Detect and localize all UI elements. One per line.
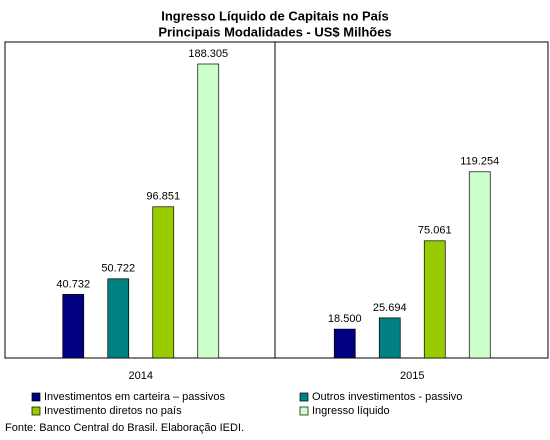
legend-label: Investimentos em carteira – passivos: [44, 391, 225, 403]
value-label: 25.694: [373, 302, 407, 314]
bar: [62, 294, 85, 359]
legend-swatch: [31, 406, 41, 416]
bar: [197, 63, 220, 359]
source-note: Fonte: Banco Central do Brasil. Elaboraç…: [5, 422, 244, 434]
bar: [333, 328, 356, 359]
value-label: 119.254: [460, 156, 499, 168]
value-label: 96.851: [146, 191, 180, 203]
legend-swatch: [31, 392, 41, 402]
value-label: 40.732: [56, 278, 90, 290]
chart-subtitle: Principais Modalidades - US$ Milhões: [158, 24, 391, 39]
x-tick-label: 2014: [129, 370, 153, 382]
plot-area: [4, 41, 549, 359]
legend-label: Investimento diretos no país: [44, 405, 182, 417]
value-label: 188.305: [188, 48, 228, 60]
bar: [423, 240, 446, 359]
bar: [107, 278, 130, 359]
value-label: 75.061: [418, 225, 452, 237]
chart-title: Ingresso Líquido de Capitais no País: [161, 8, 389, 23]
legend-swatch: [299, 392, 309, 402]
legend-label: Ingresso líquido: [312, 405, 390, 417]
bar: [378, 317, 401, 359]
bar: [152, 206, 175, 359]
value-label: 18.500: [328, 313, 362, 325]
x-tick-label: 2015: [400, 370, 424, 382]
legend-swatch: [299, 406, 309, 416]
value-label: 50.722: [101, 263, 135, 275]
legend-label: Outros investimentos - passivo: [312, 391, 462, 403]
bar: [468, 171, 491, 359]
